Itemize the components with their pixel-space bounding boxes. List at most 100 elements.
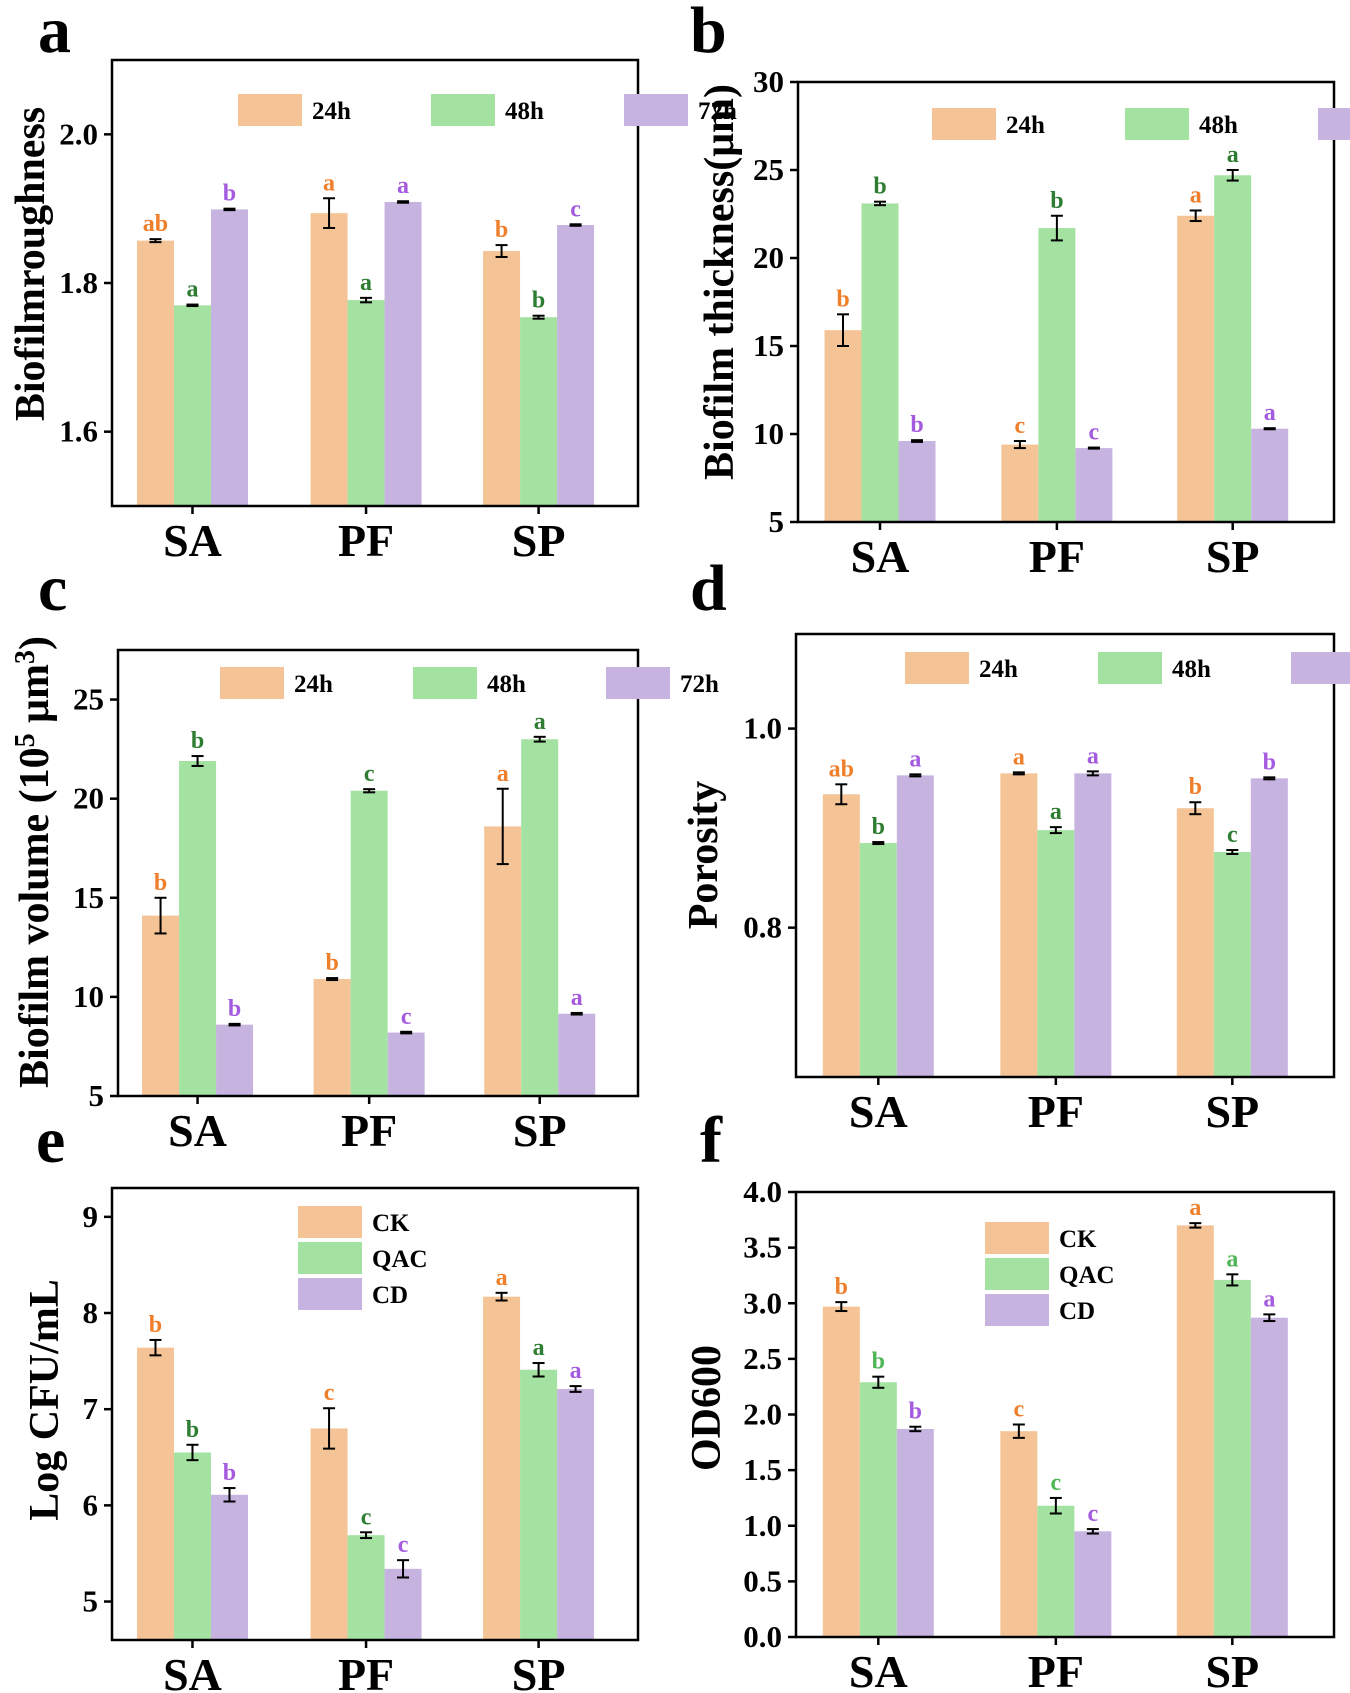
panel-f-legend-item-CD: CD xyxy=(985,1294,1095,1326)
panel-d-bar-SA-72h xyxy=(896,775,934,1077)
panel-f-y-tick-label: 1.0 xyxy=(743,1508,782,1543)
panel-f-sig-letter-PF-QAC: c xyxy=(1051,1470,1062,1496)
panel-e-sig-letter-SP-CD: a xyxy=(570,1358,582,1384)
panel-e-legend-label-CD: CD xyxy=(372,1282,408,1309)
panel-f-bar-SA-CK xyxy=(822,1306,860,1637)
panel-c-bar-PF-72h xyxy=(387,1032,425,1096)
panel-a-sig-letter-SA-24h: ab xyxy=(143,211,168,237)
panel-d-sig-letter-SP-24h: b xyxy=(1189,774,1202,800)
panel-c-legend-item-24h: 24h xyxy=(220,667,333,699)
panel-b-legend-label-48h: 48h xyxy=(1199,112,1238,139)
panel-b-sig-letter-PF-24h: c xyxy=(1015,413,1026,439)
panel-c-y-tick-label: 5 xyxy=(89,1078,105,1113)
panel-b-category-label-PF: PF xyxy=(1029,531,1085,582)
panel-e-category-label-PF: PF xyxy=(338,1649,394,1693)
panel-a-bar-SA-72h xyxy=(210,209,248,506)
panel-a-legend-label-48h: 48h xyxy=(505,98,544,125)
panel-b-error-bar-PF-24h xyxy=(1013,440,1026,450)
panel-b-y-axis-title: Biofilm thickness(μm) xyxy=(697,84,743,480)
panel-e-y-axis-title: Log CFU/mL xyxy=(22,1279,68,1521)
panel-c-sig-letter-SP-24h: a xyxy=(497,761,509,787)
panel-a-bar-PF-72h xyxy=(384,201,422,506)
panel-d-category-label-SP: SP xyxy=(1205,1086,1259,1137)
panel-f-error-bar-SA-CK xyxy=(835,1301,848,1313)
panel-f-legend-label-CK: CK xyxy=(1059,1226,1097,1253)
panel-b-sig-letter-SA-24h: b xyxy=(836,286,849,312)
panel-a-bar-PF-48h xyxy=(347,300,385,506)
panel-c-error-bar-SP-24h xyxy=(496,787,509,866)
panel-f-sig-letter-SP-QAC: a xyxy=(1226,1246,1238,1272)
panel-c-error-bar-PF-72h xyxy=(400,1030,413,1035)
panel-a-legend-item-24h: 24h xyxy=(238,94,351,126)
panel-c-error-bar-SP-48h xyxy=(533,735,546,743)
panel-f-legend-item-CK: CK xyxy=(985,1222,1097,1254)
panel-d-legend-item-48h: 48h xyxy=(1098,652,1211,684)
panel-a-bar-SA-24h xyxy=(136,240,174,506)
panel-b-category-label-SP: SP xyxy=(1206,531,1260,582)
panel-d-category-label-PF: PF xyxy=(1028,1086,1084,1137)
panel-c-bar-SP-72h xyxy=(558,1013,596,1096)
panel-c-bar-SA-48h xyxy=(179,761,217,1096)
panel-a-error-bar-SA-72h xyxy=(223,207,236,212)
panel-d-bar-PF-72h xyxy=(1074,773,1112,1077)
panel-a-bar-PF-24h xyxy=(310,213,348,507)
panel-c-error-bar-SA-72h xyxy=(228,1022,241,1027)
panel-f-bar-SP-CK xyxy=(1176,1225,1214,1637)
panel-c-legend-label-48h: 48h xyxy=(487,671,526,698)
panel-e-bar-SP-QAC xyxy=(520,1369,558,1640)
panel-a-sig-letter-PF-48h: a xyxy=(360,270,372,296)
panel-b-sig-letter-SA-48h: b xyxy=(873,174,886,200)
panel-c-sig-letter-SP-48h: a xyxy=(534,709,546,735)
panel-e-bar-SA-CK xyxy=(136,1347,174,1640)
panel-d-error-bar-SP-24h xyxy=(1189,801,1202,816)
panel-d-sig-letter-PF-48h: a xyxy=(1050,799,1062,825)
panel-f-legend-label-QAC: QAC xyxy=(1059,1262,1115,1289)
panel-e-bar-PF-QAC xyxy=(347,1535,385,1640)
panel-c-y-axis-title: Biofilm volume (105 μm3) xyxy=(10,636,58,1088)
panel-f: f b c a b c a b c a 0.0 0.5 1.0 1.5 2.0 2.5 3.0 3.5 4.0 SA… xyxy=(684,1104,1336,1693)
panel-f-legend-item-QAC: QAC xyxy=(985,1258,1115,1290)
panel-d-error-bar-PF-48h xyxy=(1049,826,1062,835)
panel-b-bar-SP-24h xyxy=(1177,215,1215,522)
panel-e-error-bar-SA-CK xyxy=(149,1338,162,1357)
panel-e-sig-letter-SA-CD: b xyxy=(223,1460,236,1486)
panel-a-error-bar-SA-48h xyxy=(186,303,199,308)
panel-d-plot-frame xyxy=(794,632,1336,1079)
panel-f-bar-SP-CD xyxy=(1250,1317,1288,1637)
panel-c-legend-swatch-72h xyxy=(606,667,670,699)
panel-f-error-bar-SA-QAC xyxy=(872,1375,885,1389)
panel-c-sig-letter-SA-72h: b xyxy=(228,996,241,1022)
panel-d-bar-PF-24h xyxy=(1000,773,1038,1077)
panel-d-bar-SA-24h xyxy=(822,794,860,1077)
panel-e-legend-item-CD: CD xyxy=(298,1278,408,1310)
panel-b-error-bar-SP-24h xyxy=(1189,209,1202,223)
panel-e-plot-frame xyxy=(110,1186,640,1642)
panel-c-sig-letter-SA-24h: b xyxy=(154,870,167,896)
panel-c-y-tick-label: 15 xyxy=(73,880,104,915)
panel-b-error-bar-PF-72h xyxy=(1087,446,1100,450)
panel-b-legend-item-72h: 72h xyxy=(1318,108,1350,140)
panel-e-legend-label-CK: CK xyxy=(372,1210,410,1237)
panel-f-sig-letter-SP-CD: a xyxy=(1263,1286,1275,1312)
panel-f-y-tick-label: 2.0 xyxy=(743,1397,782,1432)
panel-c-sig-letter-PF-24h: b xyxy=(325,950,338,976)
panel-f-error-bar-SP-CK xyxy=(1189,1222,1202,1229)
panel-a-legend-swatch-72h xyxy=(624,94,688,126)
panel-b-legend-swatch-72h xyxy=(1318,108,1350,140)
panel-d-sig-letter-SA-72h: a xyxy=(909,746,921,772)
panel-a-legend-swatch-48h xyxy=(431,94,495,126)
panel-e: e b c a b c a b c a 5 6 7 8 9 SA PF SP CK QAC CD Log CFU/mL xyxy=(22,1104,640,1693)
panel-f-bar-PF-CK xyxy=(1000,1431,1038,1637)
panel-b-y-tick-label: 5 xyxy=(769,504,785,539)
panel-e-y-tick-label: 8 xyxy=(83,1295,99,1330)
panel-d-bar-SP-72h xyxy=(1250,778,1288,1077)
panel-a-bar-SA-48h xyxy=(173,305,211,506)
panel-c-category-label-PF: PF xyxy=(341,1105,397,1156)
panel-f-y-tick-label: 2.5 xyxy=(743,1341,782,1376)
panel-f-sig-letter-PF-CD: c xyxy=(1088,1501,1099,1527)
panel-c-sig-letter-PF-48h: c xyxy=(364,761,375,787)
panel-e-category-label-SA: SA xyxy=(163,1649,222,1693)
panel-a-bar-SP-24h xyxy=(483,251,521,506)
panel-f-sig-letter-SP-CK: a xyxy=(1189,1195,1201,1221)
panel-d-error-bar-SA-48h xyxy=(872,841,885,846)
